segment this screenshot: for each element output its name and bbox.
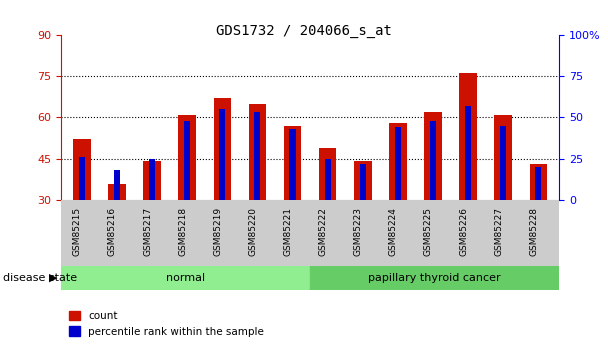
Legend: count, percentile rank within the sample: count, percentile rank within the sample — [66, 308, 267, 340]
Text: disease state: disease state — [3, 273, 77, 283]
Bar — [114, 170, 120, 200]
Bar — [459, 73, 477, 200]
Text: GSM85226: GSM85226 — [459, 207, 468, 256]
Bar — [73, 139, 91, 200]
Bar — [430, 121, 436, 200]
Bar — [465, 106, 471, 200]
Bar — [530, 164, 547, 200]
Bar — [360, 164, 366, 200]
Text: GSM85219: GSM85219 — [213, 207, 223, 256]
Text: GSM85227: GSM85227 — [494, 207, 503, 256]
Bar — [319, 148, 336, 200]
Text: papillary thyroid cancer: papillary thyroid cancer — [368, 273, 501, 283]
Text: GSM85225: GSM85225 — [424, 207, 433, 256]
Bar — [389, 123, 407, 200]
Bar — [178, 115, 196, 200]
Bar — [254, 112, 260, 200]
Text: GSM85220: GSM85220 — [249, 207, 257, 256]
Text: GSM85216: GSM85216 — [108, 207, 117, 256]
Bar — [284, 126, 302, 200]
Text: GSM85218: GSM85218 — [178, 207, 187, 256]
Bar — [494, 115, 512, 200]
Text: normal: normal — [166, 273, 205, 283]
Text: GSM85217: GSM85217 — [143, 207, 152, 256]
Bar — [500, 126, 506, 200]
Text: GSM85222: GSM85222 — [319, 207, 328, 256]
Text: ▶: ▶ — [49, 273, 58, 283]
Bar — [325, 159, 331, 200]
Bar — [108, 184, 126, 200]
Text: GSM85224: GSM85224 — [389, 207, 398, 256]
Text: GSM85221: GSM85221 — [283, 207, 292, 256]
FancyBboxPatch shape — [61, 266, 310, 290]
Text: GSM85223: GSM85223 — [354, 207, 363, 256]
Bar — [79, 157, 85, 200]
FancyBboxPatch shape — [310, 266, 559, 290]
Bar — [213, 98, 231, 200]
Bar — [149, 159, 155, 200]
Bar — [184, 121, 190, 200]
Bar — [535, 167, 541, 200]
Text: GSM85228: GSM85228 — [530, 207, 538, 256]
Bar — [289, 129, 295, 200]
Bar — [424, 112, 442, 200]
Text: GSM85215: GSM85215 — [73, 207, 82, 256]
Bar — [249, 104, 266, 200]
Bar — [395, 127, 401, 200]
Bar — [354, 161, 371, 200]
Bar — [143, 161, 161, 200]
Text: GDS1732 / 204066_s_at: GDS1732 / 204066_s_at — [216, 24, 392, 38]
Bar — [219, 109, 226, 200]
